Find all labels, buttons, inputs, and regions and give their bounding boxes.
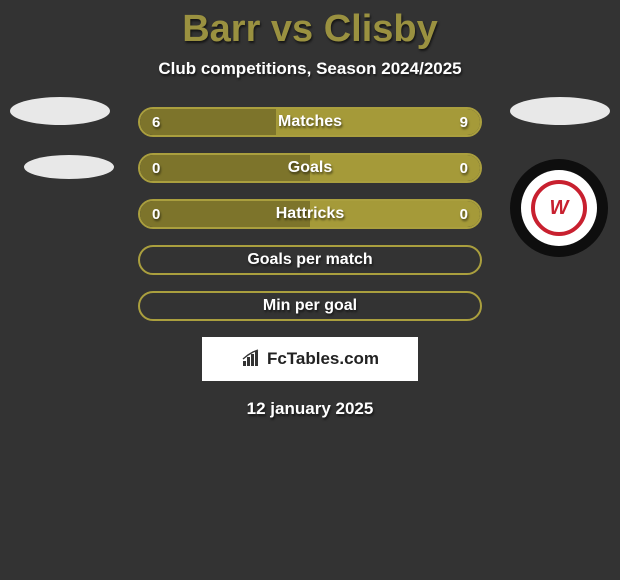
stat-row: 0Hattricks0 bbox=[138, 199, 482, 229]
stat-label: Min per goal bbox=[140, 297, 480, 315]
avatar-placeholder-icon bbox=[510, 97, 610, 125]
stat-bar-right-fill bbox=[310, 155, 480, 181]
branding-badge: FcTables.com bbox=[202, 337, 418, 381]
crest-inner-ring: W bbox=[521, 170, 597, 246]
comparison-chart: W 6Matches9 0Goals0 0Hattricks0 Goals per m… bbox=[0, 107, 620, 321]
player-right-avatar bbox=[510, 97, 610, 125]
chart-bars-icon bbox=[241, 349, 263, 369]
stat-row: Min per goal bbox=[138, 291, 482, 321]
stat-right-value: 9 bbox=[460, 114, 468, 131]
footer-date: 12 january 2025 bbox=[0, 399, 620, 419]
avatar-placeholder-icon bbox=[10, 97, 110, 125]
stat-bar-right-fill bbox=[310, 201, 480, 227]
page-subtitle: Club competitions, Season 2024/2025 bbox=[0, 59, 620, 79]
stat-left-value: 0 bbox=[152, 160, 160, 177]
branding-text: FcTables.com bbox=[267, 349, 379, 369]
stat-row: Goals per match bbox=[138, 245, 482, 275]
avatar-placeholder-icon bbox=[24, 155, 114, 179]
stat-bar-right-fill bbox=[276, 109, 480, 135]
stat-row: 6Matches9 bbox=[138, 107, 482, 137]
stat-label: Goals per match bbox=[140, 251, 480, 269]
page-title: Barr vs Clisby bbox=[0, 0, 620, 51]
stat-left-value: 0 bbox=[152, 206, 160, 223]
player-left-avatar bbox=[10, 97, 114, 179]
stat-bar-left-fill bbox=[140, 201, 310, 227]
crest-core: W bbox=[531, 180, 587, 236]
stat-bar-left-fill bbox=[140, 155, 310, 181]
stat-row: 0Goals0 bbox=[138, 153, 482, 183]
stat-rows: 6Matches9 0Goals0 0Hattricks0 Goals per mat… bbox=[138, 107, 482, 321]
player-right-crest: W bbox=[510, 159, 608, 257]
stat-right-value: 0 bbox=[460, 160, 468, 177]
stat-left-value: 6 bbox=[152, 114, 160, 131]
stat-bar-left-fill bbox=[140, 109, 276, 135]
stat-right-value: 0 bbox=[460, 206, 468, 223]
